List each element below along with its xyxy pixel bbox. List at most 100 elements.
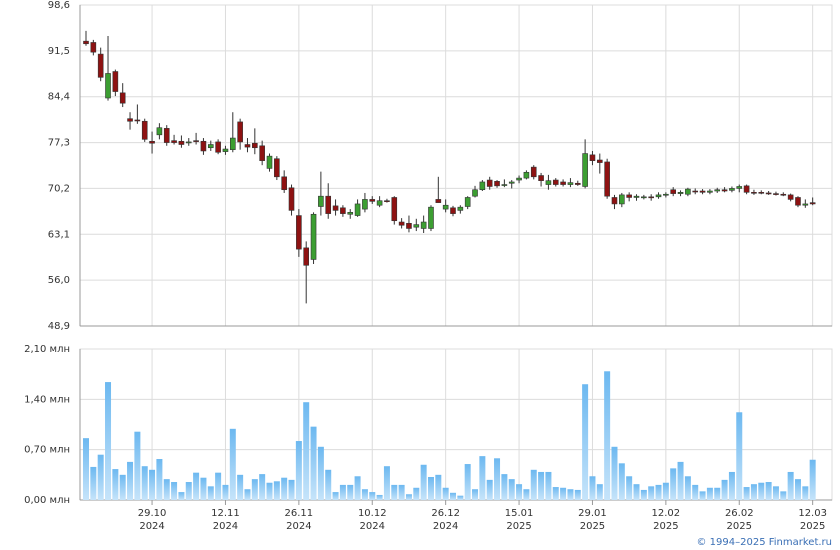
- candle-body: [156, 127, 163, 136]
- candle-body: [230, 137, 236, 150]
- volume-bar: [112, 469, 119, 500]
- volume-bar: [648, 486, 655, 500]
- volume-bar: [692, 484, 699, 500]
- volume-bar: [398, 484, 405, 500]
- candle-body: [288, 187, 295, 211]
- volume-bar: [266, 482, 273, 500]
- footer: © 1994–2025 Finmarket.ru: [696, 537, 832, 548]
- candle-body: [589, 154, 596, 161]
- candle-body: [97, 53, 104, 78]
- volume-bar: [295, 441, 302, 500]
- x-tick-label: 26.02: [725, 508, 754, 519]
- volume-bar: [413, 487, 420, 500]
- volume-bar: [523, 489, 530, 500]
- candle-body: [809, 202, 816, 205]
- volume-bar: [494, 458, 501, 500]
- volume-bar: [699, 491, 706, 500]
- candle-body: [721, 189, 728, 192]
- candle-body: [699, 190, 706, 193]
- candle-body: [391, 197, 398, 222]
- candle-body: [545, 180, 552, 185]
- volume-bar: [339, 484, 346, 500]
- candle-body: [163, 128, 170, 143]
- y-tick-label: 48,9: [48, 321, 70, 332]
- volume-bar: [486, 479, 493, 500]
- volume-bar: [178, 492, 185, 500]
- x-tick-year: 2025: [580, 521, 605, 532]
- y-tick-label: 1,40 млн: [24, 394, 70, 405]
- y-tick-label: 0,70 млн: [24, 445, 70, 456]
- volume-bar: [83, 438, 89, 500]
- candle-body: [758, 192, 765, 194]
- candle-body: [442, 204, 449, 210]
- candle-body: [765, 192, 772, 195]
- volume-bar: [193, 472, 200, 500]
- y-tick-label: 56,0: [48, 275, 70, 286]
- candle-body: [707, 190, 713, 193]
- volume-bar: [706, 487, 713, 500]
- x-tick-year: 2024: [139, 521, 164, 532]
- volume-bar: [215, 472, 222, 500]
- volume-bar: [251, 479, 258, 500]
- candle-body: [494, 181, 500, 187]
- x-tick-year: 2025: [653, 521, 678, 532]
- volume-bar: [596, 484, 603, 500]
- volume-bar: [244, 489, 251, 500]
- volume-bar: [325, 469, 332, 500]
- candle-body: [347, 212, 354, 215]
- volume-bar: [200, 477, 207, 500]
- volume-bar: [281, 477, 288, 500]
- volume-bar: [662, 482, 669, 500]
- x-tick-year: 2024: [286, 521, 311, 532]
- candle-body: [149, 140, 155, 144]
- candle-body: [376, 200, 383, 206]
- candle-body: [398, 221, 405, 226]
- candle-body: [802, 203, 809, 206]
- candle-body: [318, 195, 324, 207]
- volume-bar: [332, 492, 339, 500]
- candle-body: [90, 42, 97, 53]
- volume-bar: [207, 486, 214, 500]
- volume-bar: [347, 484, 354, 500]
- volume-bar: [567, 489, 574, 500]
- volume-bar: [677, 461, 684, 500]
- candle-body: [670, 189, 677, 194]
- volume-bar: [794, 479, 801, 500]
- footer-link[interactable]: © 1994–2025 Finmarket.ru: [696, 537, 832, 548]
- candle-body: [743, 185, 750, 193]
- x-tick-label: 26.11: [285, 508, 314, 519]
- volume-bar: [369, 492, 376, 500]
- volume-bar: [589, 476, 596, 500]
- candle-body: [141, 120, 148, 140]
- volume-bar: [317, 446, 324, 500]
- volume-bar: [405, 494, 412, 500]
- x-tick-label: 26.12: [431, 508, 460, 519]
- y-tick-label: 77,3: [48, 138, 70, 149]
- volume-bar: [105, 382, 112, 500]
- volume-bar: [273, 481, 280, 500]
- volume-bar: [171, 482, 178, 500]
- candle-body: [340, 207, 346, 214]
- volume-bar: [809, 459, 816, 500]
- volume-bar: [582, 384, 589, 500]
- candle-body: [486, 179, 493, 187]
- y-tick-label: 98,6: [48, 0, 70, 11]
- candle-body: [171, 140, 177, 143]
- volume-bar: [472, 489, 479, 500]
- candle-body: [780, 193, 787, 196]
- candle-body: [310, 213, 317, 260]
- candle-body: [538, 175, 544, 181]
- y-tick-label: 70,2: [48, 183, 70, 194]
- volume-bar: [802, 486, 809, 500]
- candle-body: [523, 171, 530, 179]
- candle-body: [516, 177, 522, 181]
- candle-body: [530, 166, 537, 178]
- candle-body: [472, 189, 478, 197]
- candle-body: [626, 194, 632, 198]
- y-tick-label: 84,4: [48, 92, 70, 103]
- x-tick-year: 2024: [433, 521, 458, 532]
- volume-bar: [303, 402, 310, 500]
- candle-body: [406, 223, 412, 229]
- candle-body: [325, 195, 332, 214]
- volume-bar: [714, 487, 721, 500]
